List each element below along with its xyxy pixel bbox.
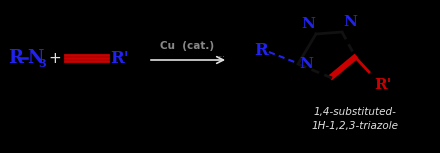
FancyArrowPatch shape [151, 57, 224, 63]
Text: Cu  (cat.): Cu (cat.) [160, 41, 214, 51]
Text: N: N [299, 57, 313, 71]
Text: 3: 3 [38, 58, 46, 69]
Text: ...: ... [217, 50, 225, 58]
Text: R: R [254, 41, 268, 58]
Text: N: N [301, 17, 315, 31]
Text: R': R' [374, 78, 391, 92]
Text: +: + [49, 50, 61, 65]
Text: R': R' [110, 50, 129, 67]
Text: R: R [8, 49, 23, 67]
Text: 1H-1,2,3-triazole: 1H-1,2,3-triazole [312, 121, 399, 131]
Text: N: N [343, 15, 357, 29]
Text: 1,4-substituted-: 1,4-substituted- [314, 107, 396, 117]
Text: N: N [27, 49, 44, 67]
